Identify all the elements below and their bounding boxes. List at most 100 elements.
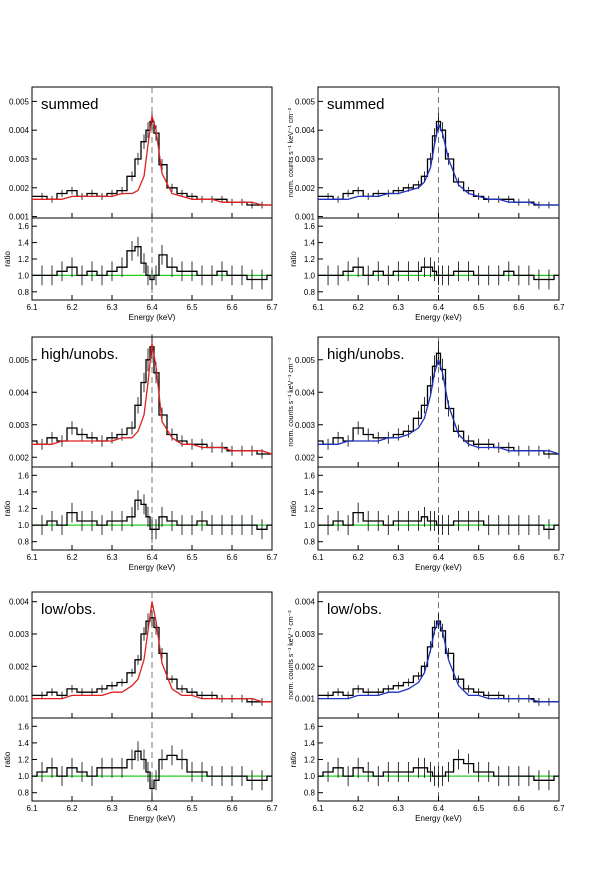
ratio-tick-label: 1.2	[304, 255, 316, 264]
y-tick-label: 0.003	[9, 155, 30, 164]
model-series-line	[318, 123, 559, 206]
ratio-tick-label: 1.4	[18, 739, 30, 748]
y-tick-label: 0.004	[9, 598, 30, 607]
y-axis-label: norm. counts s⁻¹ keV⁻¹ cm⁻²	[288, 610, 295, 700]
chart-panel-row3-right: 6.1 6.2 6.3 6.4 6.5 6.6 6.7 Energy (keV) 0.001 0.…	[288, 591, 565, 823]
x-axis-label: Energy (keV)	[415, 313, 462, 322]
x-tick-label: 6.3	[393, 553, 405, 562]
data-series-line	[318, 120, 559, 206]
x-tick-label: 6.5	[186, 303, 198, 312]
y-tick-label: 0.004	[9, 126, 30, 135]
y-tick-label: 0.001	[295, 695, 316, 704]
ratio-tick-label: 1.0	[18, 271, 30, 280]
x-axis-label: Energy (keV)	[415, 814, 462, 823]
panel-title: summed	[327, 96, 385, 113]
x-tick-label: 6.6	[513, 804, 525, 813]
ratio-axis-label: ratio	[289, 500, 298, 516]
y-tick-label: 0.004	[295, 388, 316, 397]
chart-panel-row2-right: 6.1 6.2 6.3 6.4 6.5 6.6 6.7 Energy (keV) 0.002 0.…	[288, 336, 565, 572]
ratio-series-line	[318, 511, 559, 530]
x-tick-label: 6.2	[66, 553, 78, 562]
x-tick-label: 6.6	[226, 553, 238, 562]
x-tick-label: 6.7	[266, 303, 278, 312]
x-tick-label: 6.5	[186, 804, 198, 813]
x-tick-label: 6.3	[106, 804, 118, 813]
ratio-tick-label: 1.0	[304, 521, 316, 530]
ratio-axis-label: ratio	[289, 251, 298, 267]
ratio-tick-label: 0.8	[304, 789, 316, 798]
ratio-series-line	[32, 750, 272, 790]
y-tick-label: 0.003	[295, 630, 316, 639]
x-tick-label: 6.1	[312, 804, 324, 813]
ratio-tick-label: 1.6	[18, 471, 30, 480]
y-tick-label: 0.004	[295, 598, 316, 607]
x-tick-label: 6.4	[433, 303, 445, 312]
data-series-line	[318, 620, 559, 703]
ratio-tick-label: 1.4	[304, 488, 316, 497]
x-axis-label: Energy (keV)	[415, 563, 462, 572]
ratio-tick-label: 1.0	[304, 271, 316, 280]
ratio-series-line	[32, 499, 272, 530]
ratio-tick-label: 0.8	[18, 538, 30, 547]
x-tick-label: 6.7	[553, 553, 565, 562]
ratio-tick-label: 0.8	[18, 789, 30, 798]
ratio-tick-label: 1.2	[304, 756, 316, 765]
y-tick-label: 0.005	[295, 356, 316, 365]
y-tick-label: 0.001	[9, 213, 30, 222]
ratio-axis-label: ratio	[3, 751, 12, 767]
panel-title: summed	[41, 96, 99, 113]
x-tick-label: 6.4	[433, 553, 445, 562]
ratio-tick-label: 0.8	[304, 288, 316, 297]
x-tick-label: 6.3	[393, 303, 405, 312]
ratio-tick-label: 1.6	[304, 471, 316, 480]
ratio-tick-label: 1.0	[18, 521, 30, 530]
ratio-axis-label: ratio	[3, 251, 12, 267]
ratio-tick-label: 1.0	[304, 772, 316, 781]
y-tick-label: 0.002	[295, 453, 316, 462]
y-axis-label: norm. counts s⁻¹ keV⁻¹ cm⁻²	[288, 357, 295, 447]
x-tick-label: 6.5	[473, 553, 485, 562]
x-tick-label: 6.4	[433, 804, 445, 813]
y-tick-label: 0.003	[9, 421, 30, 430]
ratio-tick-label: 1.0	[18, 772, 30, 781]
y-tick-label: 0.002	[9, 453, 30, 462]
y-tick-label: 0.002	[295, 662, 316, 671]
x-axis-label: Energy (keV)	[129, 313, 176, 322]
x-tick-label: 6.3	[393, 804, 405, 813]
data-series-line	[32, 120, 272, 206]
ratio-tick-label: 1.2	[304, 505, 316, 514]
model-series-line	[318, 359, 560, 455]
ratio-frame	[317, 717, 560, 802]
x-tick-label: 6.2	[353, 804, 365, 813]
x-tick-label: 6.7	[266, 804, 278, 813]
ratio-tick-label: 1.6	[18, 722, 30, 731]
x-tick-label: 6.6	[226, 804, 238, 813]
x-tick-label: 6.1	[26, 804, 38, 813]
y-tick-label: 0.001	[9, 695, 30, 704]
y-tick-label: 0.002	[9, 184, 30, 193]
x-tick-label: 6.1	[312, 553, 324, 562]
chart-panel-row1-left: 6.1 6.2 6.3 6.4 6.5 6.6 6.7 Energy (keV) 0.001 0.…	[3, 86, 278, 322]
ratio-tick-label: 1.6	[18, 222, 30, 231]
x-tick-label: 6.5	[186, 553, 198, 562]
ratio-tick-label: 0.8	[304, 538, 316, 547]
y-tick-label: 0.002	[9, 662, 30, 671]
x-axis-label: Energy (keV)	[129, 814, 176, 823]
x-tick-label: 6.7	[266, 553, 278, 562]
chart-panel-row3-left: 6.1 6.2 6.3 6.4 6.5 6.6 6.7 Energy (keV) 0.001 0.…	[3, 591, 278, 823]
x-tick-label: 6.2	[353, 553, 365, 562]
x-tick-label: 6.1	[26, 553, 38, 562]
panel-title: low/obs.	[327, 601, 382, 618]
y-tick-label: 0.005	[295, 97, 316, 106]
x-tick-label: 6.4	[146, 303, 158, 312]
y-tick-label: 0.004	[295, 126, 316, 135]
ratio-axis-label: ratio	[3, 500, 12, 516]
data-series-line	[318, 352, 559, 455]
x-tick-label: 6.2	[66, 303, 78, 312]
x-tick-label: 6.2	[66, 804, 78, 813]
x-tick-label: 6.3	[106, 303, 118, 312]
x-tick-label: 6.7	[553, 804, 565, 813]
x-tick-label: 6.2	[353, 303, 365, 312]
ratio-tick-label: 1.4	[304, 739, 316, 748]
y-tick-label: 0.003	[9, 630, 30, 639]
